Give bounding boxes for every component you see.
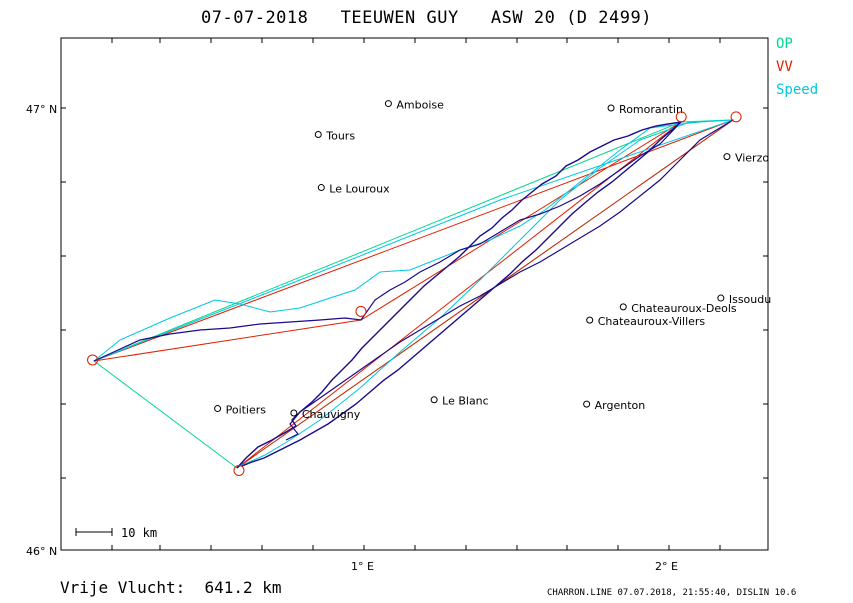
lon-label-1: 1° E <box>351 560 374 573</box>
map-title: 07-07-2018 TEEUWEN GUY ASW 20 (D 2499) <box>201 8 652 28</box>
place-marker: Tours <box>314 130 355 143</box>
flight-track-east <box>285 119 734 441</box>
vv-route-line <box>93 119 734 469</box>
lat-label-46: 46° N <box>26 545 57 558</box>
place-label: Chauvigny <box>302 408 361 421</box>
place-marker: Argenton <box>583 399 646 412</box>
turnpoint-marker-icon <box>233 464 245 476</box>
axis-ticks <box>61 38 768 551</box>
place-marker: Le Blanc <box>430 395 489 408</box>
place-dot-icon <box>314 131 322 139</box>
lat-label-47: 47° N <box>26 103 57 116</box>
place-label: Poitiers <box>226 404 267 417</box>
place-marker: Amboise <box>384 99 444 112</box>
place-label: Tours <box>325 130 355 143</box>
place-dot-icon <box>290 409 298 417</box>
place-label: Chateauroux-Deols <box>631 302 737 315</box>
place-label: Issoudu <box>729 293 771 306</box>
place-marker: Poitiers <box>214 404 267 417</box>
place-marker: Romorantin <box>607 103 683 116</box>
scale-bar-label: 10 km <box>121 526 157 540</box>
place-label: Le Blanc <box>442 395 489 408</box>
turnpoints-layer <box>87 111 742 476</box>
place-label: Le Louroux <box>329 183 390 196</box>
place-label: Romorantin <box>619 103 683 116</box>
turnpoint-marker-icon <box>730 111 742 123</box>
place-label: Vierzo <box>735 152 769 165</box>
place-dot-icon <box>583 400 591 408</box>
place-marker: Issoudu <box>717 293 771 306</box>
lon-label-2: 2° E <box>655 560 678 573</box>
flight-track <box>236 120 684 469</box>
place-dot-icon <box>384 100 392 108</box>
legend: OP VV Speed <box>776 33 818 102</box>
place-marker: Vierzo <box>723 152 769 165</box>
flight-distance: Vrije Vlucht: 641.2 km <box>60 578 282 597</box>
place-label: Amboise <box>396 99 444 112</box>
place-dot-icon <box>430 396 438 404</box>
place-dot-icon <box>586 316 594 324</box>
place-marker: Chateauroux-Villers <box>586 315 706 328</box>
place-dot-icon <box>214 405 222 413</box>
footer-credit: CHARRON.LINE 07.07.2018, 21:55:40, DISLI… <box>547 588 797 598</box>
turnpoint-marker-icon <box>355 305 367 317</box>
place-dot-icon <box>317 184 325 192</box>
place-dot-icon <box>607 104 615 112</box>
place-dot-icon <box>717 294 725 302</box>
speed-line <box>93 119 734 467</box>
place-dot-icon <box>723 153 731 161</box>
legend-item-op: OP <box>776 36 793 52</box>
legend-item-vv: VV <box>776 59 793 75</box>
place-label: Argenton <box>595 399 646 412</box>
legend-item-speed: Speed <box>776 82 819 98</box>
place-dot-icon <box>619 303 627 311</box>
places-layer: Amboise Tours Le Louroux Romorantin Vierzo Is… <box>214 99 771 421</box>
place-marker: Chauvigny <box>290 408 361 421</box>
flight-track-west <box>93 121 682 362</box>
place-marker: Chateauroux-Deols <box>619 302 737 315</box>
place-marker: Le Louroux <box>317 183 390 196</box>
op-task-line <box>92 119 735 469</box>
place-label: Chateauroux-Villers <box>598 315 706 328</box>
turnpoint-marker-icon <box>87 354 99 366</box>
speed-line-2 <box>93 119 734 362</box>
turnpoint-marker-icon <box>675 111 687 123</box>
